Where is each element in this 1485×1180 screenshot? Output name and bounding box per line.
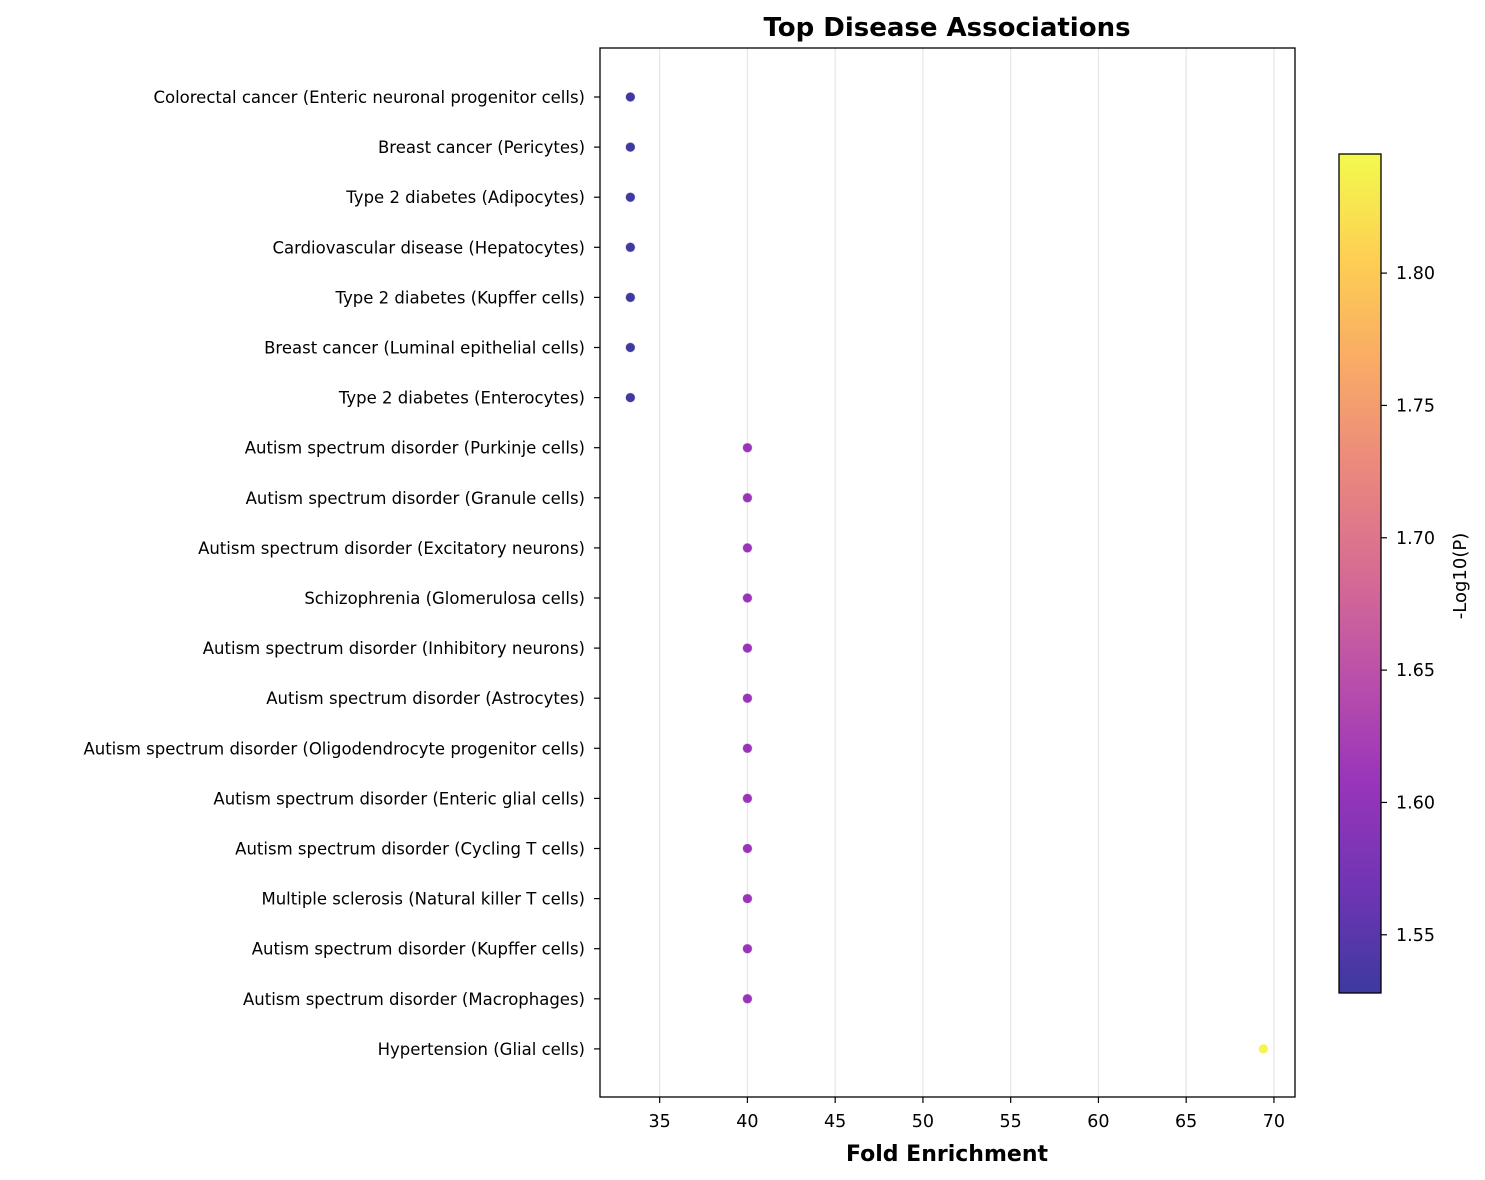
colorbar-tick-label: 1.70	[1396, 529, 1435, 549]
data-point	[741, 642, 753, 654]
y-tick-label: Autism spectrum disorder (Astrocytes)	[266, 689, 585, 708]
data-point	[624, 241, 636, 253]
y-tick-label: Type 2 diabetes (Adipocytes)	[345, 188, 585, 207]
data-point	[624, 141, 636, 153]
data-point	[624, 191, 636, 203]
x-tick-label: 40	[736, 1112, 758, 1132]
data-point	[741, 792, 753, 804]
grid-lines	[659, 48, 1275, 1097]
x-tick-label: 70	[1263, 1112, 1285, 1132]
colorbar-tick-label: 1.55	[1396, 926, 1435, 946]
y-tick-label: Breast cancer (Pericytes)	[378, 138, 585, 157]
data-point	[741, 692, 753, 704]
data-point	[741, 893, 753, 905]
y-tick-label: Multiple sclerosis (Natural killer T cel…	[261, 890, 585, 909]
y-axis: Colorectal cancer (Enteric neuronal prog…	[83, 88, 600, 1059]
y-tick-label: Autism spectrum disorder (Oligodendrocyt…	[83, 739, 585, 758]
y-tick-label: Autism spectrum disorder (Granule cells)	[246, 489, 585, 508]
x-tick-label: 60	[1087, 1112, 1109, 1132]
colorbar: 1.55 1.60 1.65 1.70 1.75 1.80 -Log10(P)	[1338, 153, 1471, 994]
y-tick-label: Autism spectrum disorder (Excitatory neu…	[198, 539, 585, 558]
y-tick-label: Colorectal cancer (Enteric neuronal prog…	[153, 88, 585, 107]
colorbar-tick-label: 1.80	[1396, 264, 1435, 284]
data-point	[1257, 1043, 1269, 1055]
data-point	[741, 442, 753, 454]
x-axis: 35 40 45 50 55 60 65 70	[649, 1097, 1285, 1132]
colorbar-ticks: 1.55 1.60 1.65 1.70 1.75 1.80	[1381, 264, 1435, 946]
y-tick-label: Autism spectrum disorder (Inhibitory neu…	[203, 639, 585, 658]
y-tick-label: Type 2 diabetes (Enterocytes)	[338, 389, 585, 408]
data-point	[741, 993, 753, 1005]
data-point	[624, 291, 636, 303]
y-tick-label: Schizophrenia (Glomerulosa cells)	[304, 589, 585, 608]
y-tick-label: Autism spectrum disorder (Enteric glial …	[213, 789, 585, 808]
x-tick-label: 35	[649, 1112, 671, 1132]
colorbar-tick-label: 1.65	[1396, 661, 1435, 681]
x-tick-label: 55	[1000, 1112, 1022, 1132]
data-point	[624, 342, 636, 353]
y-tick-label: Breast cancer (Luminal epithelial cells)	[264, 339, 585, 358]
data-point	[741, 492, 753, 504]
data-point	[741, 542, 753, 554]
plot-area-frame	[599, 47, 1296, 1098]
y-tick-label: Autism spectrum disorder (Purkinje cells…	[245, 439, 585, 458]
x-axis-label: Fold Enrichment	[846, 1142, 1048, 1167]
x-tick-label: 45	[824, 1112, 846, 1132]
y-tick-label: Autism spectrum disorder (Cycling T cell…	[235, 840, 585, 859]
colorbar-gradient	[1339, 154, 1381, 993]
data-point	[624, 392, 636, 404]
chart-title: Top Disease Associations	[763, 13, 1130, 43]
colorbar-tick-label: 1.75	[1396, 396, 1435, 416]
x-tick-label: 65	[1175, 1112, 1197, 1132]
data-point	[741, 943, 753, 955]
colorbar-label: -Log10(P)	[1450, 533, 1471, 619]
y-tick-label: Hypertension (Glial cells)	[378, 1040, 585, 1059]
y-tick-label: Autism spectrum disorder (Kupffer cells)	[252, 940, 585, 959]
x-tick-label: 50	[912, 1112, 934, 1132]
y-tick-label: Cardiovascular disease (Hepatocytes)	[272, 238, 585, 257]
y-tick-label: Autism spectrum disorder (Macrophages)	[243, 990, 585, 1009]
colorbar-tick-label: 1.60	[1396, 793, 1435, 813]
y-tick-label: Type 2 diabetes (Kupffer cells)	[335, 288, 585, 307]
data-point	[624, 91, 636, 103]
data-point	[741, 742, 753, 754]
data-point	[741, 843, 753, 854]
colorbar-frame	[1338, 153, 1382, 994]
data-point	[741, 592, 753, 604]
data-points	[624, 91, 1269, 1055]
